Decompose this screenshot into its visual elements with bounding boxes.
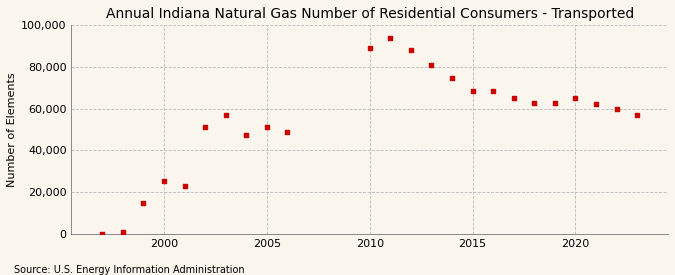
Point xyxy=(385,36,396,41)
Title: Annual Indiana Natural Gas Number of Residential Consumers - Transported: Annual Indiana Natural Gas Number of Res… xyxy=(106,7,634,21)
Point xyxy=(529,101,540,106)
Point xyxy=(261,125,272,130)
Point xyxy=(632,112,643,117)
Point xyxy=(220,112,231,117)
Point xyxy=(117,230,128,235)
Point xyxy=(591,102,601,106)
Point xyxy=(159,178,169,183)
Point xyxy=(549,101,560,106)
Text: Source: U.S. Energy Information Administration: Source: U.S. Energy Information Administ… xyxy=(14,265,244,275)
Point xyxy=(200,125,211,130)
Point xyxy=(488,89,499,93)
Point xyxy=(138,200,149,205)
Point xyxy=(97,231,108,236)
Point xyxy=(612,106,622,111)
Point xyxy=(467,89,478,93)
Point xyxy=(364,46,375,50)
Point xyxy=(180,184,190,188)
Point xyxy=(241,133,252,137)
Point xyxy=(406,48,416,52)
Point xyxy=(426,62,437,67)
Y-axis label: Number of Elements: Number of Elements xyxy=(7,72,17,187)
Point xyxy=(570,96,581,100)
Point xyxy=(508,96,519,100)
Point xyxy=(282,129,293,134)
Point xyxy=(447,76,458,80)
